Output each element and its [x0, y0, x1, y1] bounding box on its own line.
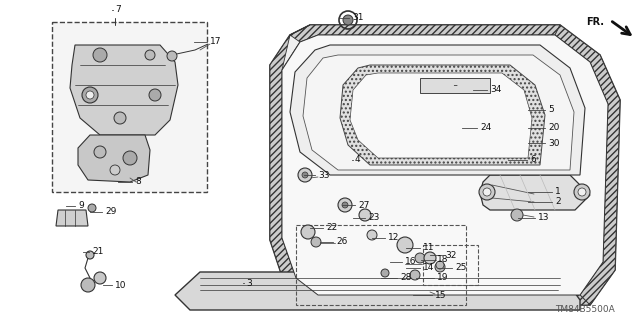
Polygon shape [350, 73, 532, 158]
Text: FR.: FR. [586, 17, 604, 27]
Circle shape [81, 278, 95, 292]
Text: 21: 21 [92, 248, 104, 256]
Polygon shape [555, 25, 620, 305]
Polygon shape [270, 25, 620, 305]
Circle shape [338, 198, 352, 212]
Text: 18: 18 [437, 256, 449, 264]
Circle shape [397, 237, 413, 253]
Text: 14: 14 [423, 263, 435, 272]
Text: 24: 24 [480, 123, 492, 132]
Polygon shape [270, 25, 310, 285]
Polygon shape [175, 272, 580, 310]
Text: 33: 33 [318, 170, 330, 180]
Circle shape [149, 89, 161, 101]
Bar [52, 22, 207, 192]
Bar [296, 225, 466, 305]
Text: 11: 11 [423, 243, 435, 253]
Text: 7: 7 [115, 5, 121, 14]
Text: 26: 26 [336, 238, 348, 247]
Text: 1: 1 [555, 188, 561, 197]
Circle shape [511, 209, 523, 221]
Text: 13: 13 [538, 213, 550, 222]
Circle shape [367, 230, 377, 240]
Text: 29: 29 [105, 207, 116, 217]
Text: 16: 16 [405, 257, 417, 266]
Circle shape [415, 253, 425, 263]
Text: 17: 17 [210, 38, 221, 47]
Text: 19: 19 [437, 273, 449, 283]
Polygon shape [282, 35, 608, 295]
Text: 5: 5 [548, 106, 554, 115]
Text: 22: 22 [326, 224, 337, 233]
Circle shape [342, 202, 348, 208]
Circle shape [88, 204, 96, 212]
Polygon shape [303, 55, 574, 170]
Circle shape [574, 184, 590, 200]
Polygon shape [290, 45, 585, 175]
Circle shape [359, 209, 371, 221]
Text: 31: 31 [352, 13, 364, 23]
Circle shape [302, 172, 308, 178]
Text: 12: 12 [388, 234, 399, 242]
Circle shape [456, 119, 468, 131]
Circle shape [145, 50, 155, 60]
Circle shape [93, 48, 107, 62]
Circle shape [479, 184, 495, 200]
Text: 6: 6 [530, 155, 536, 165]
Circle shape [301, 225, 315, 239]
Circle shape [424, 252, 436, 264]
Circle shape [343, 15, 353, 25]
Bar [423, 245, 478, 285]
Text: 10: 10 [115, 280, 127, 290]
Circle shape [123, 151, 137, 165]
Text: 30: 30 [548, 138, 559, 147]
Circle shape [522, 104, 538, 120]
Text: 25: 25 [455, 263, 467, 272]
Circle shape [483, 188, 491, 196]
Circle shape [110, 165, 120, 175]
Circle shape [114, 112, 126, 124]
Text: TM84B5500A: TM84B5500A [555, 305, 615, 314]
Text: 2: 2 [555, 197, 561, 206]
Text: 32: 32 [445, 250, 456, 259]
Text: ━: ━ [453, 84, 456, 88]
Circle shape [527, 119, 539, 131]
Circle shape [167, 51, 177, 61]
Circle shape [410, 270, 420, 280]
Polygon shape [480, 175, 590, 210]
Text: 28: 28 [400, 273, 412, 283]
Text: 27: 27 [358, 201, 369, 210]
Text: 3: 3 [246, 278, 252, 287]
Circle shape [94, 146, 106, 158]
Text: 15: 15 [435, 291, 447, 300]
Text: 20: 20 [548, 123, 559, 132]
Polygon shape [282, 35, 608, 295]
Circle shape [528, 135, 538, 145]
Text: 8: 8 [135, 177, 141, 187]
Text: 23: 23 [368, 213, 380, 222]
Polygon shape [70, 45, 178, 135]
Circle shape [311, 237, 321, 247]
Circle shape [578, 188, 586, 196]
Polygon shape [290, 25, 560, 42]
Polygon shape [340, 65, 545, 165]
Polygon shape [56, 210, 88, 226]
Polygon shape [78, 135, 150, 182]
Circle shape [94, 272, 106, 284]
Text: 4: 4 [355, 155, 360, 165]
Text: 34: 34 [490, 85, 501, 94]
Circle shape [298, 168, 312, 182]
Polygon shape [420, 78, 490, 93]
Circle shape [86, 251, 94, 259]
Circle shape [436, 261, 444, 269]
Polygon shape [285, 278, 590, 305]
Circle shape [381, 269, 389, 277]
Circle shape [435, 262, 445, 272]
Text: 9: 9 [78, 202, 84, 211]
Circle shape [82, 87, 98, 103]
Circle shape [86, 91, 94, 99]
